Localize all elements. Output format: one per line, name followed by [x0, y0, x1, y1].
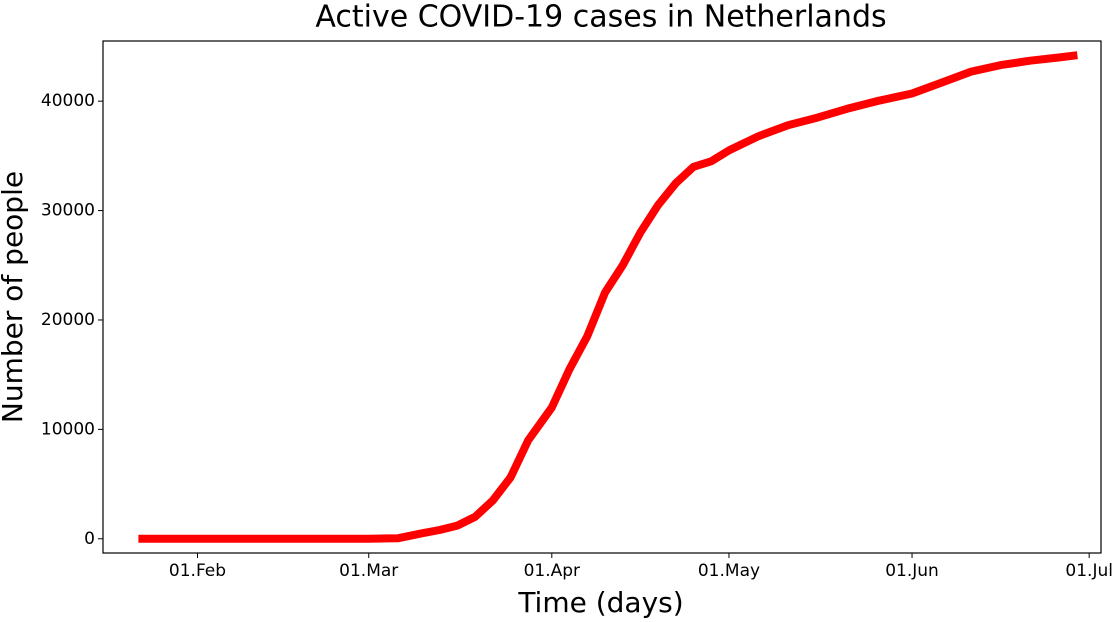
chart-title: Active COVID-19 cases in Netherlands — [315, 0, 886, 35]
x-tick-label: 01.Jul — [1065, 561, 1113, 581]
plot-frame — [102, 40, 1102, 554]
x-tick-label: 01.Apr — [524, 561, 580, 581]
y-tick-label: 40000 — [41, 91, 95, 111]
x-tick-label: 01.May — [698, 561, 760, 581]
y-tick-label: 10000 — [41, 419, 95, 439]
x-tick-label: 01.Jun — [885, 561, 939, 581]
y-tick-label: 20000 — [41, 310, 95, 330]
x-tick-label: 01.Feb — [169, 561, 226, 581]
data-line — [138, 51, 1078, 543]
y-tick-label: 30000 — [41, 201, 95, 221]
x-tick-label: 01.Mar — [339, 561, 398, 581]
y-tick-label: 0 — [84, 529, 95, 549]
x-axis-label: Time (days) — [517, 586, 683, 619]
y-axis-label: Number of people — [0, 171, 29, 423]
